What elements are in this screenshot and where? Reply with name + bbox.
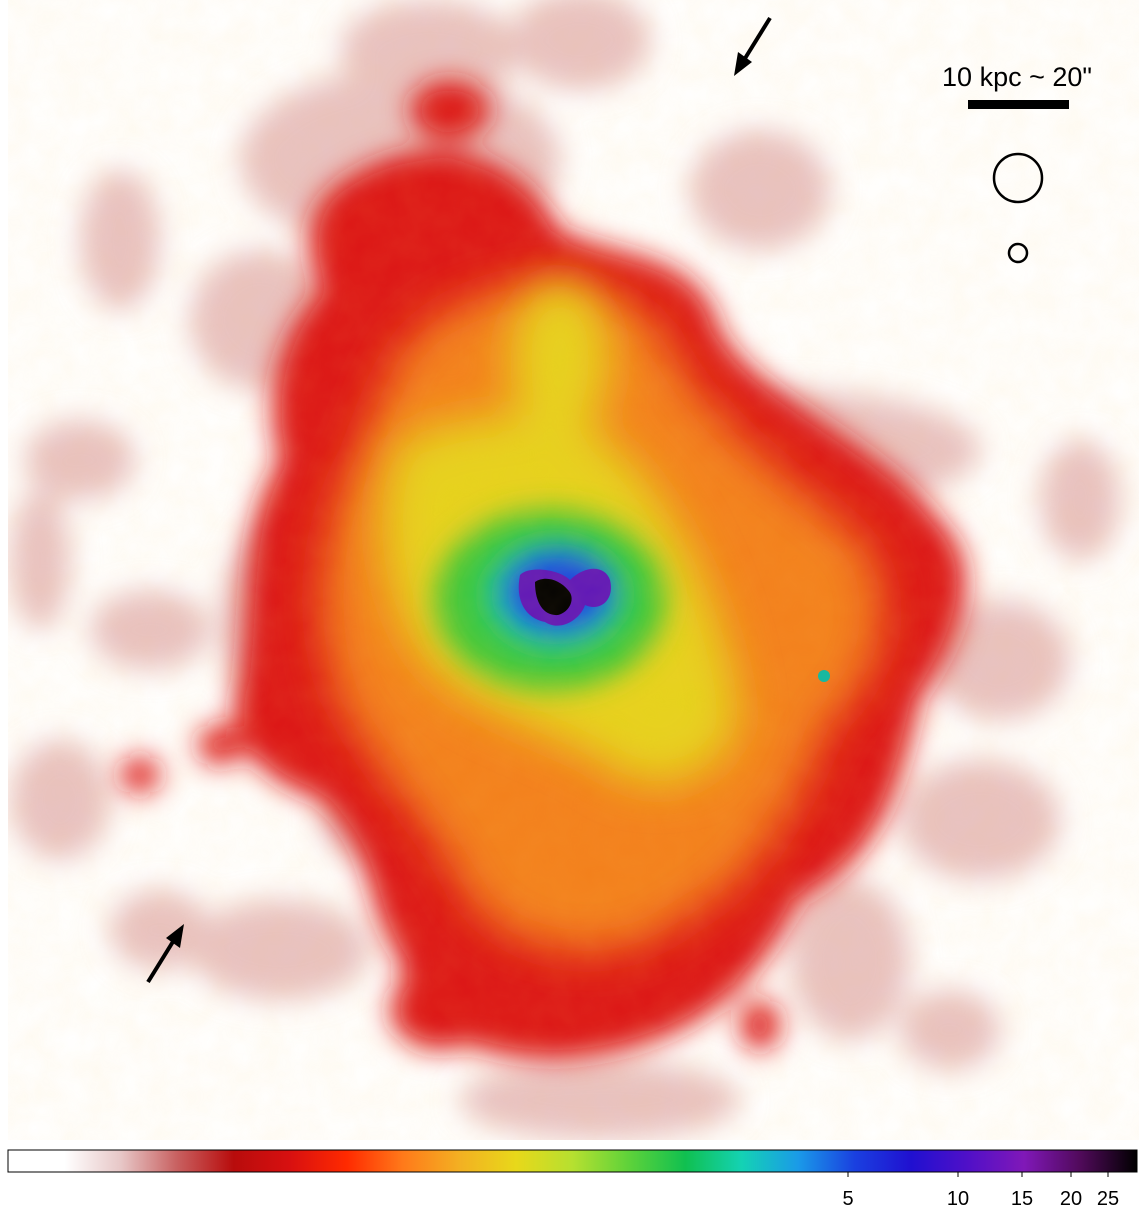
arrow-bottom-left (146, 924, 184, 984)
colorbar-tick-label: 15 (1011, 1188, 1033, 1210)
small-beam-circle (1007, 242, 1029, 264)
colorbar-tick-label: 25 (1097, 1188, 1119, 1210)
scale-bar (968, 100, 1069, 109)
colorbar-tick-label: 10 (947, 1188, 969, 1210)
colorbar-ticks: 5 10 15 20 25 (842, 1172, 1119, 1210)
arrow-top-right (734, 16, 772, 76)
point-source (818, 670, 830, 682)
colorbar-gradient (7, 1149, 1138, 1173)
scale-bar-label: 10 kpc ~ 20" (942, 62, 1092, 92)
colorbar: 5 10 15 20 25 (7, 1149, 1138, 1210)
colorbar-tick-label: 20 (1060, 1188, 1082, 1210)
map-texture (8, 0, 1139, 1140)
colorbar-tick-label: 5 (842, 1188, 853, 1210)
emission-map (8, 0, 1139, 1140)
large-beam-circle (992, 152, 1044, 204)
